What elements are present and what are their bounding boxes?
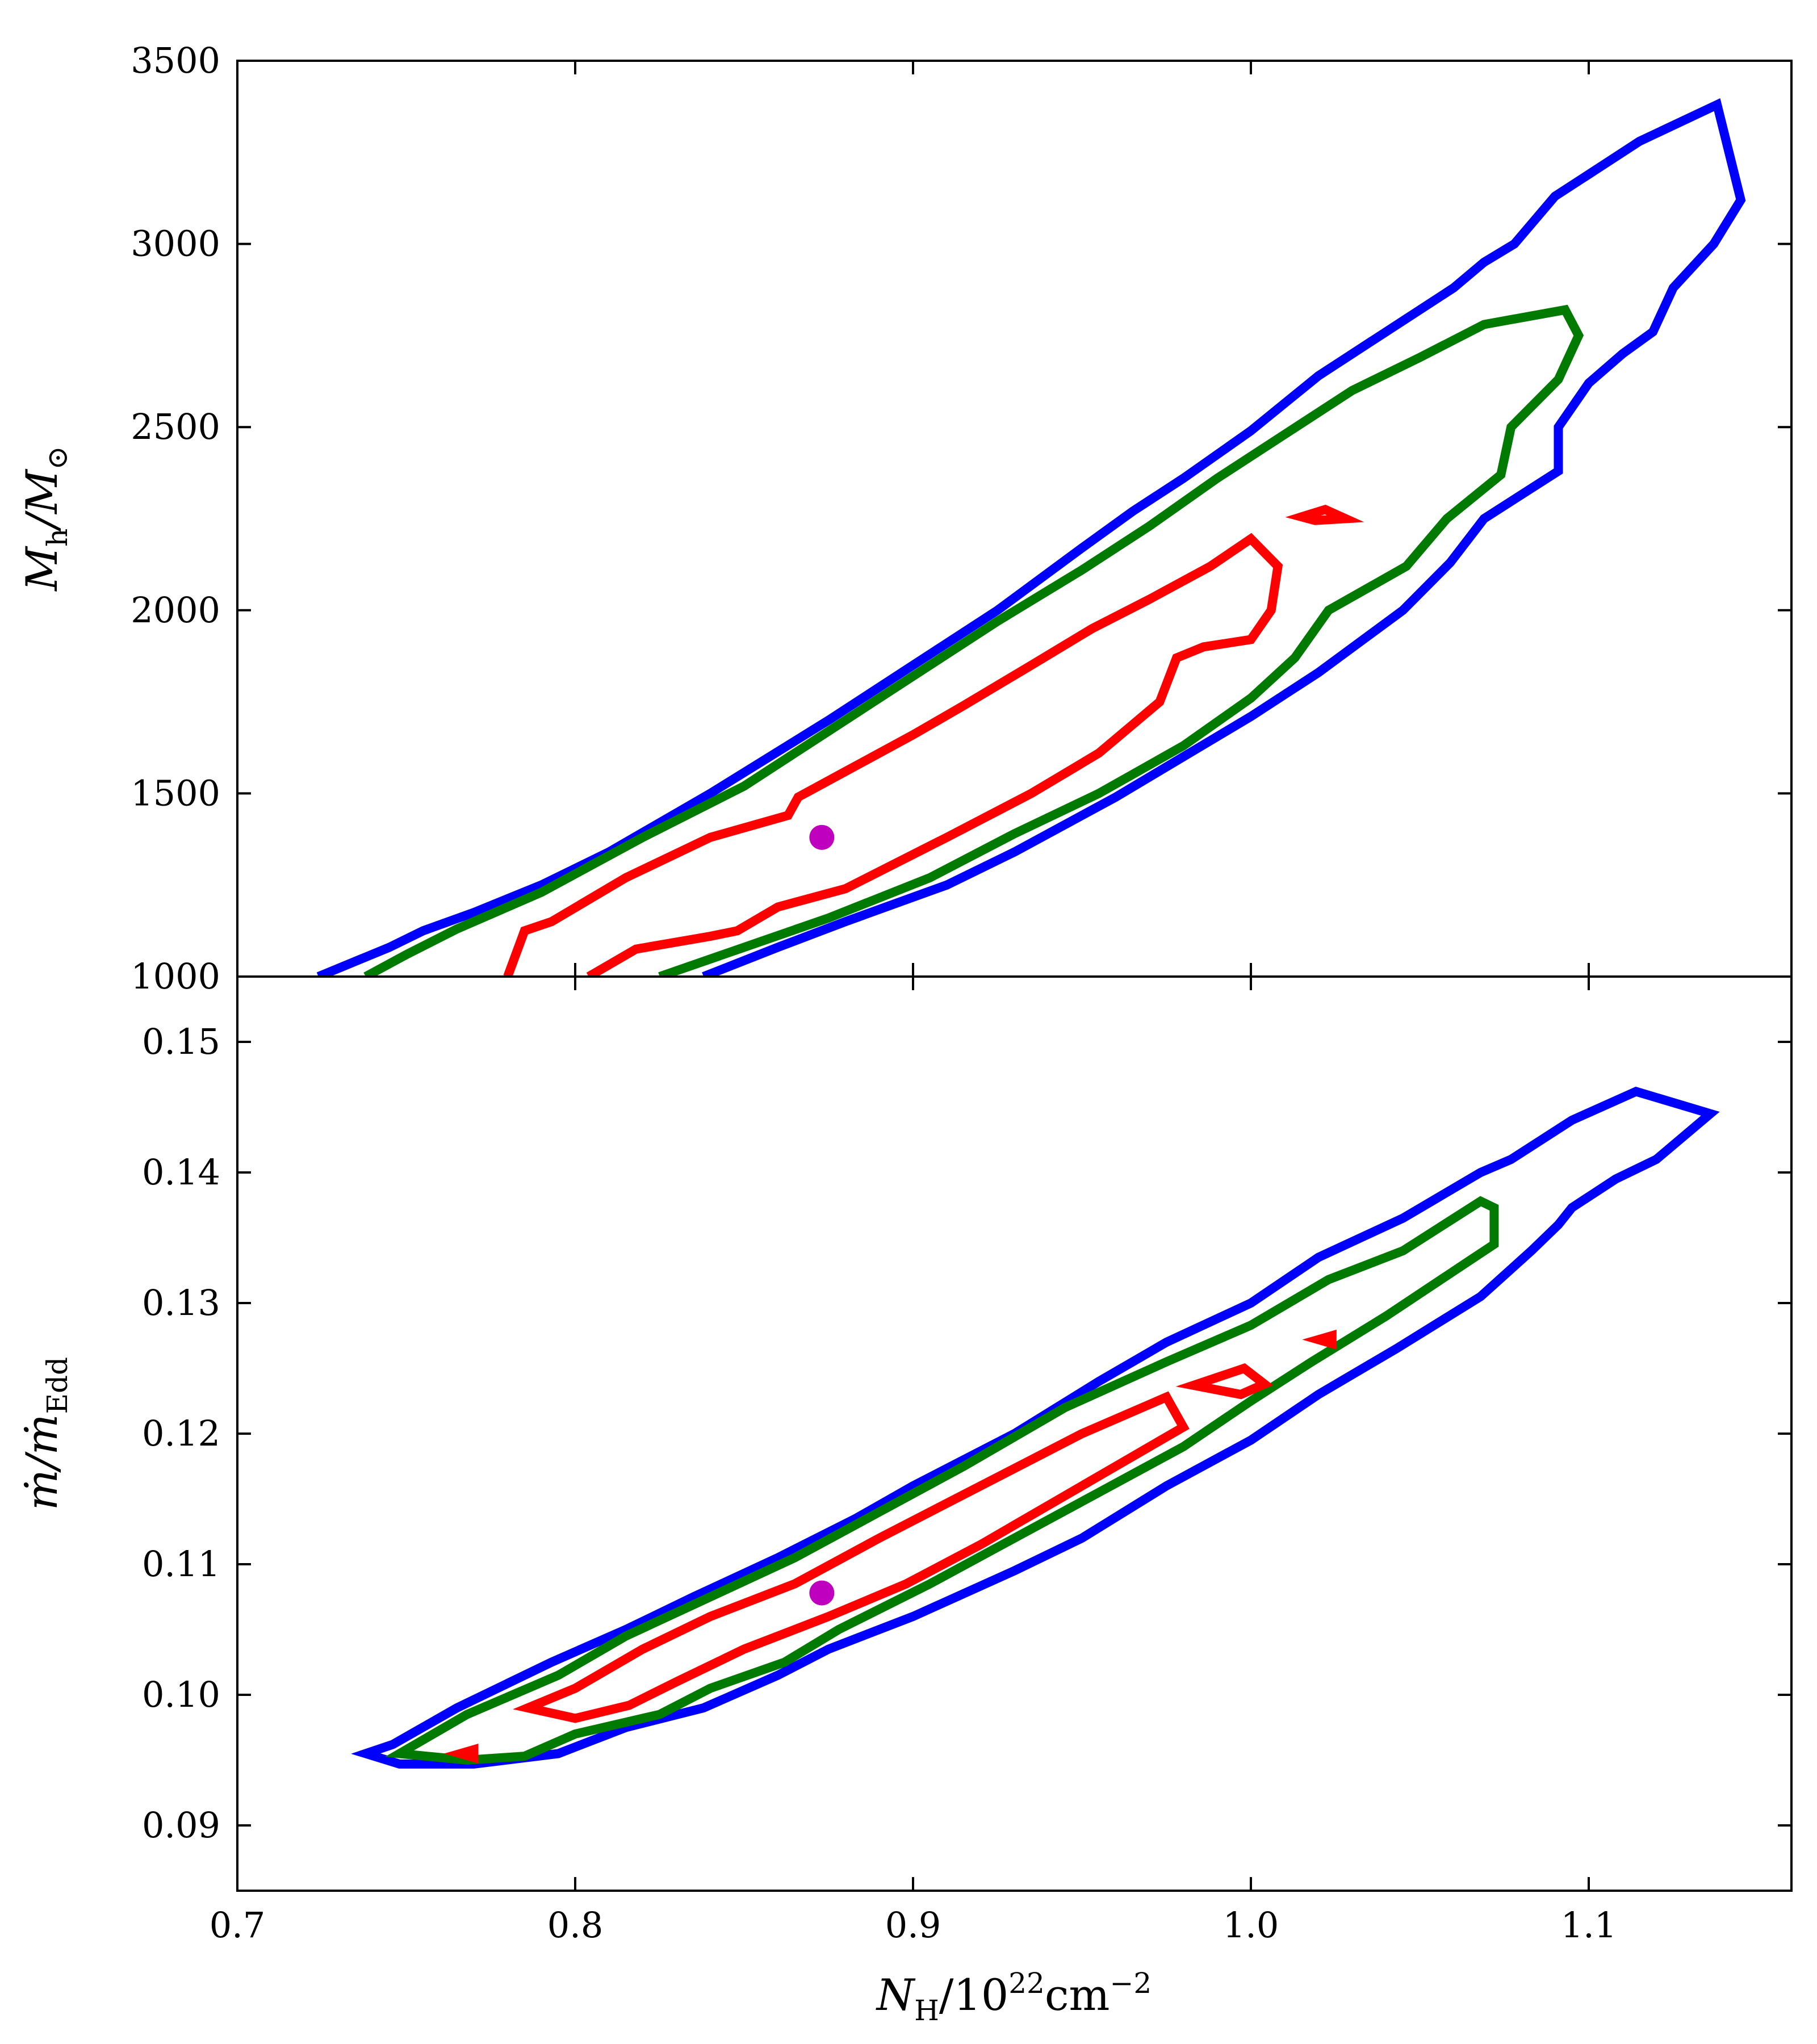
top-contour-inner-island-3	[1285, 504, 1364, 525]
bottom-contour-outer-0	[351, 1086, 1720, 1769]
bottom-y-tick-label: 0.12	[142, 1413, 220, 1454]
bottom-y-axis-label: ṁ/ṁEdd	[16, 1357, 74, 1510]
x-tick-label: 1.0	[1223, 1904, 1279, 1946]
bottom-panel: 0.7 0.8 0.9 1.0 1.1 0.09 0.10 0.11 0.12 0.13 0.14 0…	[16, 975, 1793, 1946]
bottom-contour-inner-island-4	[1302, 1329, 1337, 1350]
bottom-contour-middle-1	[385, 1196, 1499, 1765]
bottom-y-tick-label: 0.15	[142, 1021, 220, 1062]
x-tick-label: 0.7	[210, 1904, 266, 1946]
bottom-y-tick-label: 0.11	[142, 1543, 220, 1585]
bottom-best-fit-point	[809, 1580, 835, 1606]
top-y-tick-label: 2000	[131, 589, 220, 631]
bottom-y-tick-label: 0.14	[142, 1151, 220, 1193]
top-y-axis-label: Mh/M⊙	[16, 446, 74, 592]
top-y-tick-label: 1500	[131, 772, 220, 814]
x-axis-label: NH/1022cm−2	[876, 1967, 1152, 2027]
top-y-tick-label: 1000	[131, 956, 220, 997]
bottom-ticks: 0.7 0.8 0.9 1.0 1.1 0.09 0.10 0.11 0.12 0.13 0.14 0…	[142, 977, 1791, 1946]
bottom-y-tick-label: 0.09	[142, 1804, 220, 1846]
bottom-y-tick-label: 0.10	[142, 1674, 220, 1715]
bottom-axes-frame	[236, 975, 1793, 1892]
top-contour-outer-0	[316, 98, 1746, 977]
top-contour-middle-1	[363, 304, 1584, 977]
bottom-contour-inner-island-5	[443, 1743, 479, 1764]
bottom-contours	[351, 1086, 1720, 1769]
top-y-tick-label: 2500	[131, 406, 220, 447]
x-tick-label: 1.1	[1561, 1904, 1617, 1946]
bottom-y-tick-label: 0.13	[142, 1282, 220, 1323]
top-ticks: 1000 1500 2000 2500 3000 3500	[131, 40, 1791, 997]
top-contour-inner-2	[503, 533, 1283, 977]
bottom-contour-inner-island-3	[1175, 1363, 1274, 1400]
top-best-fit-point	[809, 824, 835, 850]
x-tick-label: 0.8	[547, 1904, 604, 1946]
top-contours	[316, 98, 1746, 977]
top-y-tick-label: 3000	[131, 223, 220, 265]
bottom-contour-inner-2	[513, 1391, 1190, 1723]
top-y-tick-label: 3500	[131, 40, 220, 81]
x-tick-label: 0.9	[885, 1904, 941, 1946]
